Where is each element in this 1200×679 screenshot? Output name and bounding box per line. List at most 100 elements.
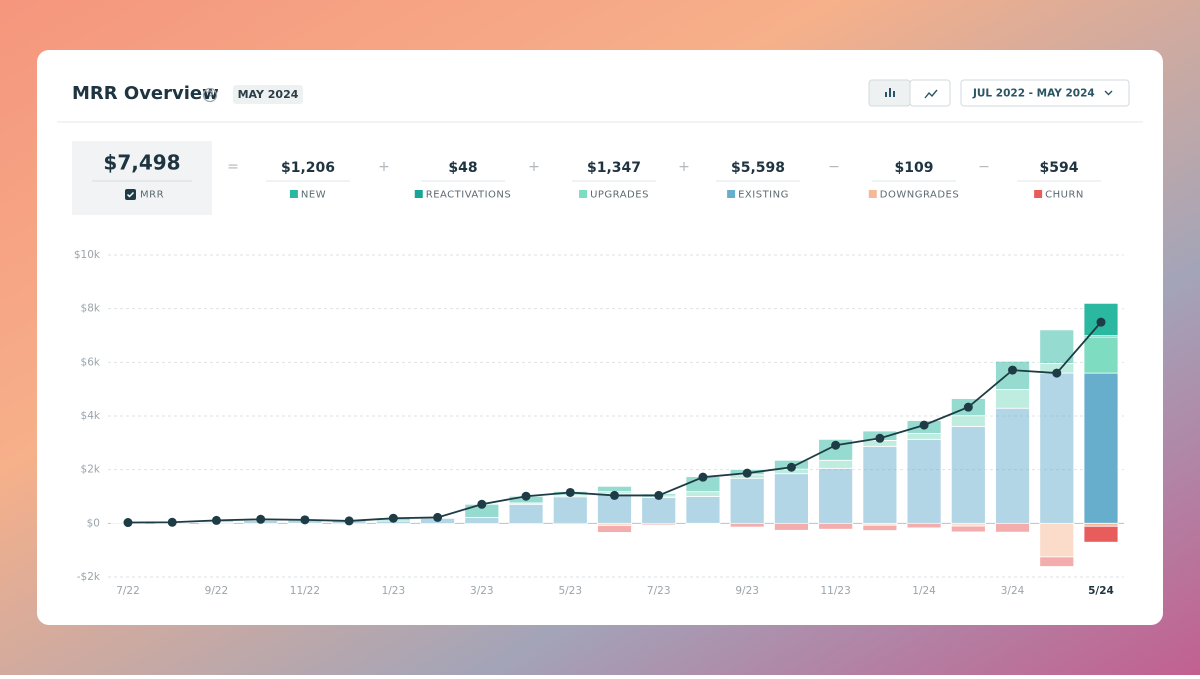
bar-segment <box>951 426 985 523</box>
bar-segment <box>553 497 587 524</box>
metric-label: NEW <box>301 190 326 201</box>
bar-segment <box>774 474 808 524</box>
x-tick-label: 7/22 <box>116 585 140 597</box>
title: MRR Overview <box>72 83 219 104</box>
x-tick-label: 11/22 <box>290 585 320 597</box>
mrr-point <box>1052 369 1061 378</box>
operator: + <box>678 159 690 175</box>
x-tick-label: 3/24 <box>1001 585 1025 597</box>
mrr-label: MRR <box>140 190 164 201</box>
x-tick-label: 5/23 <box>558 585 582 597</box>
mrr-point <box>389 514 398 523</box>
bar-segment <box>730 523 764 527</box>
bar-segment <box>996 408 1030 523</box>
x-tick-label: 9/22 <box>205 585 229 597</box>
metric-value: $594 <box>1040 160 1079 176</box>
bar-segment <box>1084 526 1118 542</box>
bar-segment <box>1040 373 1074 523</box>
x-tick-label: 9/23 <box>735 585 759 597</box>
metric-label: EXISTING <box>738 190 789 201</box>
bar-segment <box>1084 337 1118 373</box>
mrr-point <box>1008 366 1017 375</box>
mrr-value: $7,498 <box>103 151 180 175</box>
bar-segment <box>996 361 1030 389</box>
bar-segment <box>907 523 941 528</box>
bar-segment <box>951 526 985 532</box>
metric-value: $5,598 <box>731 160 785 176</box>
metric-label: DOWNGRADES <box>880 190 959 201</box>
mrr-point <box>212 516 221 525</box>
metric-value: $48 <box>448 160 477 176</box>
y-tick-label: -$2k <box>77 571 101 583</box>
metric-value: $1,206 <box>281 160 335 176</box>
x-tick-label: 7/23 <box>647 585 671 597</box>
x-tick-label: 3/23 <box>470 585 494 597</box>
operator: − <box>828 159 840 175</box>
bar-segment <box>996 389 1030 408</box>
mrr-point <box>168 518 177 527</box>
metric-swatch <box>579 190 587 198</box>
mrr-point <box>964 403 973 412</box>
y-tick-label: $2k <box>81 464 101 476</box>
date-range: JUL 2022 - MAY 2024 <box>972 88 1095 100</box>
bar-segment <box>1084 523 1118 526</box>
x-tick-label: 1/23 <box>382 585 406 597</box>
bar-segment <box>863 525 897 530</box>
operator: − <box>978 159 990 175</box>
metric-swatch <box>727 190 735 198</box>
metric-swatch <box>415 190 423 198</box>
bar-segment <box>819 523 853 529</box>
metric-swatch <box>869 190 877 198</box>
bar-segment <box>1040 523 1074 557</box>
y-tick-label: $4k <box>81 410 101 422</box>
y-tick-label: $10k <box>74 249 101 261</box>
card <box>37 50 1163 625</box>
x-tick-label: 5/24 <box>1088 585 1114 597</box>
metric-label: CHURN <box>1045 190 1084 201</box>
badge-text: MAY 2024 <box>238 88 299 101</box>
bar-segment <box>1084 373 1118 523</box>
mrr-checkbox[interactable] <box>125 189 136 200</box>
bar-segment <box>598 525 632 532</box>
mrr-point <box>522 492 531 501</box>
metric-swatch <box>290 190 298 198</box>
bar-view-button[interactable] <box>869 80 910 106</box>
bar-segment <box>996 523 1030 532</box>
mrr-point <box>654 491 663 500</box>
date-dropdown[interactable]: JUL 2022 - MAY 2024 <box>961 80 1129 106</box>
bar-segment <box>553 523 587 524</box>
x-tick-label: 1/24 <box>912 585 936 597</box>
metric-swatch <box>1034 190 1042 198</box>
operator: + <box>528 159 540 175</box>
mrr-point <box>300 515 309 524</box>
metric-value: $109 <box>895 160 934 176</box>
y-tick-label: $6k <box>81 356 101 368</box>
mrr-point <box>566 488 575 497</box>
mrr-point <box>477 500 486 509</box>
bar-segment <box>598 486 632 491</box>
bar-segment <box>951 523 985 526</box>
mrr-point <box>124 518 133 527</box>
bar-segment <box>465 517 499 523</box>
bar-segment <box>686 523 720 524</box>
bar-segment <box>774 523 808 530</box>
y-tick-label: $0 <box>87 517 100 529</box>
mrr-point <box>743 469 752 478</box>
mrr-point <box>433 513 442 522</box>
mrr-point <box>920 421 929 430</box>
bar-segment <box>1040 557 1074 567</box>
operator: = <box>227 159 239 175</box>
mrr-point <box>831 441 840 450</box>
bar-segment <box>863 446 897 523</box>
bar-segment <box>509 504 543 523</box>
mrr-point <box>256 515 265 524</box>
mrr-point <box>698 473 707 482</box>
bar-segment <box>907 433 941 439</box>
bar-segment <box>686 492 720 497</box>
bar-segment <box>642 523 676 525</box>
metric-value: $1,347 <box>587 160 641 176</box>
line-view-button[interactable] <box>910 80 950 106</box>
metric-label: UPGRADES <box>590 190 649 201</box>
